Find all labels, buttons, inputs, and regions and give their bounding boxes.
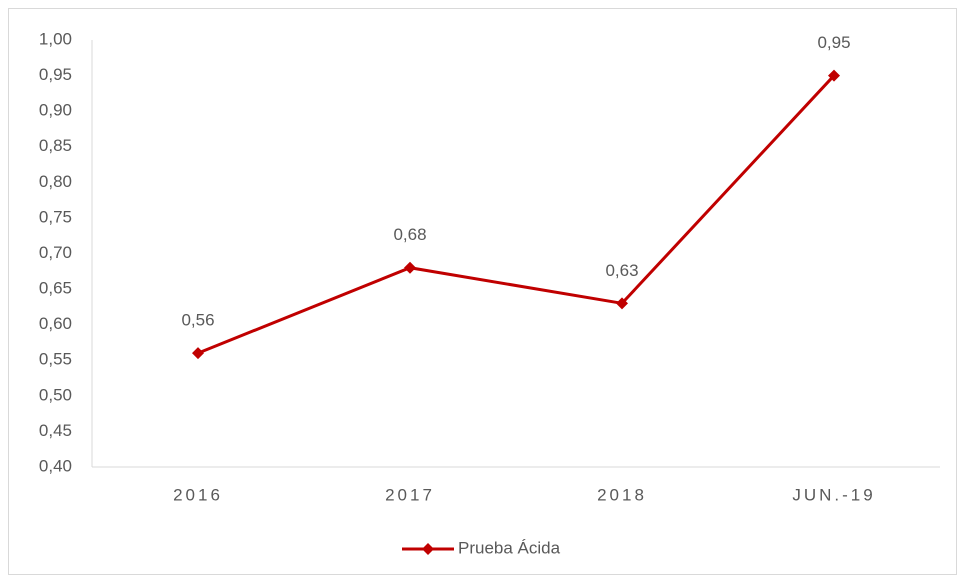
data-label: 0,63 — [605, 261, 638, 280]
data-label: 0,56 — [181, 311, 214, 330]
point-marker — [404, 261, 416, 274]
legend-label: Prueba Ácida — [458, 538, 561, 557]
y-tick-label: 0,60 — [39, 314, 72, 333]
point-marker — [828, 69, 840, 82]
y-tick-label: 0,90 — [39, 101, 72, 120]
data-label: 0,95 — [817, 33, 850, 52]
y-tick-label: 0,80 — [39, 172, 72, 191]
legend-marker — [422, 543, 434, 555]
x-tick-label: 2018 — [597, 485, 647, 504]
x-tick-label: 2017 — [385, 485, 435, 504]
y-tick-label: 0,85 — [39, 136, 72, 155]
y-tick-label: 0,55 — [39, 350, 72, 369]
point-marker — [616, 297, 628, 310]
point-marker — [192, 347, 204, 360]
series-line — [197, 74, 836, 355]
y-tick-label: 0,45 — [39, 421, 72, 440]
chart-border — [8, 8, 957, 575]
y-tick-label: 0,95 — [39, 65, 72, 84]
y-tick-label: 0,50 — [39, 385, 72, 404]
y-tick-label: 0,40 — [39, 456, 72, 475]
data-label: 0,68 — [393, 225, 426, 244]
x-tick-label: JUN.-19 — [792, 485, 875, 504]
y-tick-label: 0,70 — [39, 243, 72, 262]
y-tick-label: 1,00 — [39, 29, 72, 48]
x-tick-label: 2016 — [173, 485, 223, 504]
y-tick-label: 0,75 — [39, 207, 72, 226]
y-tick-label: 0,65 — [39, 279, 72, 298]
